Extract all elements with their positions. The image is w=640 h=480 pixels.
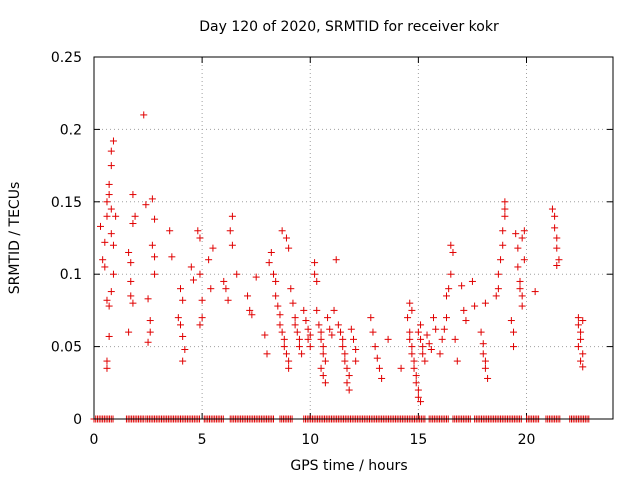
x-tick-label: 15 — [409, 432, 427, 448]
y-tick-label: 0.1 — [60, 267, 82, 283]
y-tick-label: 0.05 — [51, 340, 82, 356]
chart: 0 0.05 0.1 0.15 0.2 0.25 0 5 10 15 20 Day 120 of 2… — [0, 0, 640, 480]
x-axis-label: GPS time / hours — [290, 458, 407, 474]
x-tick-label: 20 — [518, 432, 536, 448]
y-tick-label: 0 — [73, 412, 82, 428]
y-tick-label: 0.2 — [60, 122, 82, 138]
y-tick-label: 0.15 — [51, 195, 82, 211]
y-axis-label: SRMTID / TECUs — [7, 182, 23, 295]
chart-title: Day 120 of 2020, SRMTID for receiver kok… — [199, 19, 499, 35]
x-tick-label: 10 — [301, 432, 319, 448]
x-tick-label: 5 — [198, 432, 207, 448]
chart-background — [0, 0, 640, 480]
x-tick-label: 0 — [90, 432, 99, 448]
y-tick-label: 0.25 — [51, 50, 82, 66]
